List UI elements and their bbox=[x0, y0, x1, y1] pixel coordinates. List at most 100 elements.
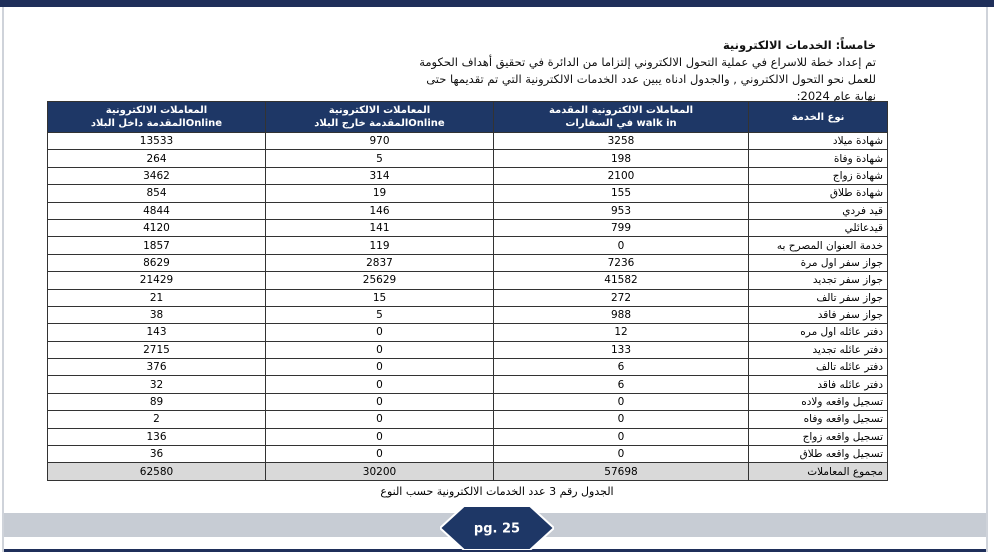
number-cell: 25629 bbox=[265, 271, 494, 290]
service-cell: جواز سفر فاقد bbox=[748, 305, 888, 325]
header-cell: المعاملات الالكترونية Onlineالمقدمة خارج … bbox=[265, 101, 494, 133]
number-cell: 0 bbox=[265, 410, 494, 429]
number-cell: 0 bbox=[493, 427, 749, 447]
number-cell: 264 bbox=[47, 149, 266, 168]
number-cell: 21429 bbox=[47, 271, 266, 290]
header-cell: المعاملات الالكترونية Onlineالمقدمة داخل … bbox=[47, 101, 266, 133]
service-cell: شهادة طلاق bbox=[748, 184, 888, 203]
number-cell: 38 bbox=[47, 305, 266, 325]
paragraph-line: للعمل نحو التحول الالكتروني , والجدول اد… bbox=[426, 72, 876, 86]
table-row: دفتر عائله تجديد 133 0 2715 bbox=[47, 340, 888, 360]
number-cell: 0 bbox=[493, 445, 749, 464]
number-cell: 3462 bbox=[47, 166, 266, 186]
number-cell: 272 bbox=[493, 288, 749, 307]
number-cell: 6 bbox=[493, 358, 749, 377]
number-cell: 3258 bbox=[493, 131, 749, 151]
header-line: walk in في السفارات bbox=[565, 118, 677, 129]
header-line: Onlineالمقدمة خارج البلاد bbox=[314, 118, 445, 129]
number-cell: 2715 bbox=[47, 340, 266, 360]
service-cell: تسجيل واقعه زواج bbox=[748, 427, 888, 447]
number-cell: 7236 bbox=[493, 253, 749, 273]
number-cell: 15 bbox=[265, 288, 494, 307]
table-row: قيدعائلي 799 141 4120 bbox=[47, 218, 888, 238]
table-row: جواز سفر اول مرة 7236 2837 8629 bbox=[47, 253, 888, 273]
number-cell: 4844 bbox=[47, 201, 266, 220]
service-cell: شهادة زواج bbox=[748, 166, 888, 186]
table-row: شهادة طلاق 155 19 854 bbox=[47, 184, 888, 203]
service-cell: تسجيل واقعه ولاده bbox=[748, 392, 888, 412]
table-row: دفتر عائله تالف 6 0 376 bbox=[47, 358, 888, 377]
header-cell: المعاملات الالكترونية المقدمة walk in في … bbox=[493, 101, 749, 133]
top-bar bbox=[0, 0, 994, 7]
number-cell: 136 bbox=[47, 427, 266, 447]
number-cell: 143 bbox=[47, 323, 266, 342]
caption: الجدول رقم 3 عدد الخدمات الالكترونية حسب… bbox=[380, 485, 614, 498]
service-cell: دفتر عائله فاقد bbox=[748, 375, 888, 394]
service-cell: جواز سفر اول مرة bbox=[748, 253, 888, 273]
number-cell: 141 bbox=[265, 218, 494, 238]
service-cell: دفتر عائله اول مره bbox=[748, 323, 888, 342]
footer-line bbox=[4, 549, 986, 552]
table-row: شهادة زواج 2100 314 3462 bbox=[47, 166, 888, 186]
service-cell: شهادة ميلاد bbox=[748, 131, 888, 151]
number-cell: 119 bbox=[265, 236, 494, 255]
number-cell: 0 bbox=[493, 392, 749, 412]
number-cell: 2837 bbox=[265, 253, 494, 273]
number-cell: 0 bbox=[493, 410, 749, 429]
service-cell: قيدعائلي bbox=[748, 218, 888, 238]
table-row: جواز سفر تالف 272 15 21 bbox=[47, 288, 888, 307]
page-badge: pg. 25 bbox=[440, 506, 554, 550]
service-cell: تسجيل واقعه طلاق bbox=[748, 445, 888, 464]
table-row: جواز سفر فاقد 988 5 38 bbox=[47, 305, 888, 325]
badge-shape bbox=[440, 506, 554, 550]
number-cell: 36 bbox=[47, 445, 266, 464]
header-line: المعاملات الالكترونية bbox=[328, 105, 431, 116]
number-cell: 133 bbox=[493, 340, 749, 360]
table-row: شهادة ميلاد 3258 970 13533 bbox=[47, 131, 888, 151]
number-cell: 988 bbox=[493, 305, 749, 325]
header-line: المعاملات الالكترونية bbox=[105, 105, 208, 116]
header-line: Onlineالمقدمة داخل البلاد bbox=[90, 118, 223, 129]
number-cell: 30200 bbox=[265, 462, 494, 481]
total-row: مجموع المعاملات 57698 30200 62580 bbox=[47, 462, 888, 481]
number-cell: 314 bbox=[265, 166, 494, 186]
number-cell: 0 bbox=[493, 236, 749, 255]
service-cell: قيد فردي bbox=[748, 201, 888, 220]
table-row: خدمة العنوان المصرح به 0 119 1857 bbox=[47, 236, 888, 255]
number-cell: 5 bbox=[265, 305, 494, 325]
number-cell: 0 bbox=[265, 427, 494, 447]
number-cell: 376 bbox=[47, 358, 266, 377]
number-cell: 41582 bbox=[493, 271, 749, 290]
number-cell: 89 bbox=[47, 392, 266, 412]
header-row: نوع الخدمة المعاملات الالكترونية المقدمة w… bbox=[47, 101, 888, 133]
number-cell: 57698 bbox=[493, 462, 749, 481]
number-cell: 970 bbox=[265, 131, 494, 151]
number-cell: 0 bbox=[265, 392, 494, 412]
table-body: شهادة ميلاد 3258 970 13533 شهادة وفاة 198 5 264… bbox=[47, 131, 888, 481]
page-frame bbox=[2, 7, 988, 552]
number-cell: 799 bbox=[493, 218, 749, 238]
number-cell: 2 bbox=[47, 410, 266, 429]
number-cell: 0 bbox=[265, 375, 494, 394]
table-row: تسجيل واقعه ولاده 0 0 89 bbox=[47, 392, 888, 412]
paragraph-line: نهاية عام 2024: bbox=[796, 89, 876, 103]
number-cell: 6 bbox=[493, 375, 749, 394]
number-cell: 62580 bbox=[47, 462, 266, 481]
number-cell: 0 bbox=[265, 445, 494, 464]
page-number: pg. 25 bbox=[474, 522, 520, 537]
table-row: دفتر عائله فاقد 6 0 32 bbox=[47, 375, 888, 394]
number-cell: 0 bbox=[265, 358, 494, 377]
table-row: تسجيل واقعه طلاق 0 0 36 bbox=[47, 445, 888, 464]
service-cell: جواز سفر تجديد bbox=[748, 271, 888, 290]
number-cell: 1857 bbox=[47, 236, 266, 255]
table-row: تسجيل واقعه زواج 0 0 136 bbox=[47, 427, 888, 447]
service-cell: دفتر عائله تالف bbox=[748, 358, 888, 377]
header-line: نوع الخدمة bbox=[791, 111, 845, 123]
service-cell: تسجيل واقعه وفاه bbox=[748, 410, 888, 429]
header-cell: نوع الخدمة bbox=[748, 101, 888, 133]
service-cell: جواز سفر تالف bbox=[748, 288, 888, 307]
number-cell: 155 bbox=[493, 184, 749, 203]
service-cell: خدمة العنوان المصرح به bbox=[748, 236, 888, 255]
table-row: قيد فردي 953 146 4844 bbox=[47, 201, 888, 220]
